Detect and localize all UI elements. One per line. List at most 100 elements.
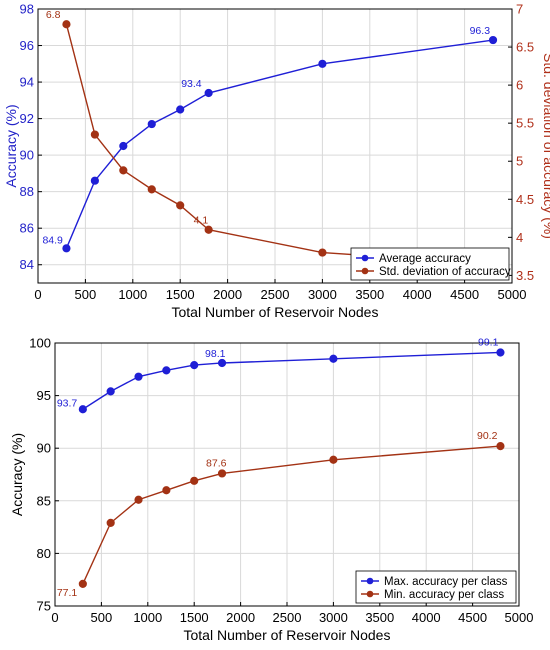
x-tick-label: 0 bbox=[51, 610, 58, 625]
legend-entry: Min. accuracy per class bbox=[384, 589, 504, 601]
y-tick-label: 80 bbox=[37, 546, 51, 561]
data-label: 90.2 bbox=[477, 430, 498, 442]
legend-entry: Std. deviation of accuracy bbox=[379, 266, 511, 278]
y-tick-label: 98 bbox=[20, 2, 34, 17]
legend-swatch-marker bbox=[366, 590, 374, 598]
data-point bbox=[119, 166, 128, 175]
x-tick-label: 4000 bbox=[412, 610, 441, 625]
x-tick-label: 4500 bbox=[450, 287, 479, 302]
x-tick-label: 0 bbox=[34, 287, 41, 302]
data-point bbox=[119, 141, 128, 151]
data-point bbox=[318, 248, 327, 257]
data-point bbox=[162, 486, 171, 495]
x-tick-label: 3000 bbox=[319, 610, 348, 625]
legend-entry: Max. accuracy per class bbox=[384, 576, 508, 588]
x-tick-label: 500 bbox=[75, 287, 97, 302]
data-label: 77.1 bbox=[57, 587, 78, 599]
y2-tick-label: 7 bbox=[516, 2, 523, 17]
y2-tick-label: 4.5 bbox=[516, 192, 534, 207]
data-label: 96.3 bbox=[470, 25, 491, 37]
y-axis-label: Accuracy (%) bbox=[3, 104, 19, 187]
x-axis-label: Total Number of Reservoir Nodes bbox=[184, 627, 391, 643]
data-point bbox=[190, 476, 199, 485]
chart-2: 0 500 1000 1500 2000 2500 3000 3500 4000 4500 5000… bbox=[9, 336, 533, 644]
data-point bbox=[78, 579, 87, 589]
y-tick-label: 90 bbox=[37, 441, 51, 456]
data-point bbox=[217, 358, 227, 368]
chart-1: 0 500 1000 1500 2000 2500 3000 3500 4000 4500 5000… bbox=[3, 2, 550, 321]
y2-tick-label: 3.5 bbox=[516, 268, 534, 283]
data-point bbox=[204, 225, 213, 234]
y2-tick-label: 4 bbox=[516, 230, 523, 245]
legend-swatch-marker bbox=[361, 254, 369, 262]
data-point bbox=[162, 366, 171, 375]
y-tick-label: 92 bbox=[20, 111, 34, 126]
legend-box bbox=[350, 247, 510, 281]
data-point bbox=[190, 360, 199, 370]
x-tick-label: 4000 bbox=[403, 287, 432, 302]
data-label: 4.1 bbox=[194, 215, 209, 227]
y2-axis-label: Std. deviation of accuracy (%) bbox=[541, 53, 550, 239]
data-label: 93.4 bbox=[181, 78, 202, 90]
y-tick-label: 95 bbox=[37, 388, 51, 403]
y-tick-label: 86 bbox=[20, 221, 34, 236]
x-tick-label: 2000 bbox=[213, 287, 242, 302]
x-tick-label: 3000 bbox=[308, 287, 337, 302]
data-label: 98.1 bbox=[205, 348, 226, 360]
data-point bbox=[488, 35, 498, 45]
y2-tick-label: 5.5 bbox=[516, 116, 534, 131]
y-tick-label: 94 bbox=[20, 75, 34, 90]
series-line-1 bbox=[82, 351, 501, 410]
data-label: 6.8 bbox=[46, 9, 61, 21]
series-line-1 bbox=[65, 39, 494, 249]
x-tick-label: 3500 bbox=[355, 287, 384, 302]
legend-entry: Average accuracy bbox=[379, 253, 471, 265]
data-point bbox=[106, 387, 115, 396]
data-label: 99.1 bbox=[478, 336, 499, 348]
data-point bbox=[329, 354, 338, 363]
y-tick-label: 96 bbox=[20, 38, 34, 53]
y-axis-label: Accuracy (%) bbox=[9, 433, 25, 516]
y2-tick-label: 5 bbox=[516, 154, 523, 169]
legend-box bbox=[355, 570, 517, 604]
y-tick-label: 75 bbox=[37, 599, 51, 614]
y-tick-label: 100 bbox=[29, 336, 51, 351]
data-label: 87.6 bbox=[206, 457, 227, 469]
x-axis-label: Total Number of Reservoir Nodes bbox=[172, 304, 379, 320]
data-point bbox=[217, 469, 227, 478]
data-point bbox=[496, 348, 505, 357]
data-point bbox=[62, 20, 71, 29]
data-point bbox=[147, 185, 156, 194]
data-point bbox=[62, 244, 71, 253]
data-point bbox=[106, 518, 115, 527]
x-tick-label: 2500 bbox=[261, 287, 290, 302]
series-line-2 bbox=[82, 445, 501, 585]
data-point bbox=[176, 105, 185, 114]
data-point bbox=[134, 372, 143, 381]
y2-tick-label: 6.5 bbox=[516, 40, 534, 55]
legend-swatch-marker bbox=[366, 577, 374, 585]
x-tick-label: 500 bbox=[91, 610, 113, 625]
x-tick-label: 5000 bbox=[498, 287, 527, 302]
x-tick-label: 2000 bbox=[226, 610, 255, 625]
data-point bbox=[134, 495, 143, 504]
y-tick-label: 85 bbox=[37, 493, 51, 508]
data-point bbox=[90, 176, 99, 185]
data-point bbox=[318, 59, 327, 68]
x-tick-label: 4500 bbox=[458, 610, 487, 625]
data-point bbox=[147, 119, 156, 129]
data-point bbox=[176, 201, 185, 210]
y-tick-label: 88 bbox=[20, 184, 34, 199]
data-label: 84.9 bbox=[42, 234, 63, 246]
x-tick-label: 3500 bbox=[365, 610, 394, 625]
x-tick-label: 1000 bbox=[133, 610, 162, 625]
data-label: 93.7 bbox=[57, 397, 78, 409]
series-line-2 bbox=[65, 24, 494, 265]
x-tick-label: 2500 bbox=[273, 610, 302, 625]
x-tick-label: 1500 bbox=[166, 287, 195, 302]
y2-tick-label: 6 bbox=[516, 78, 523, 93]
y-tick-label: 84 bbox=[20, 257, 34, 272]
